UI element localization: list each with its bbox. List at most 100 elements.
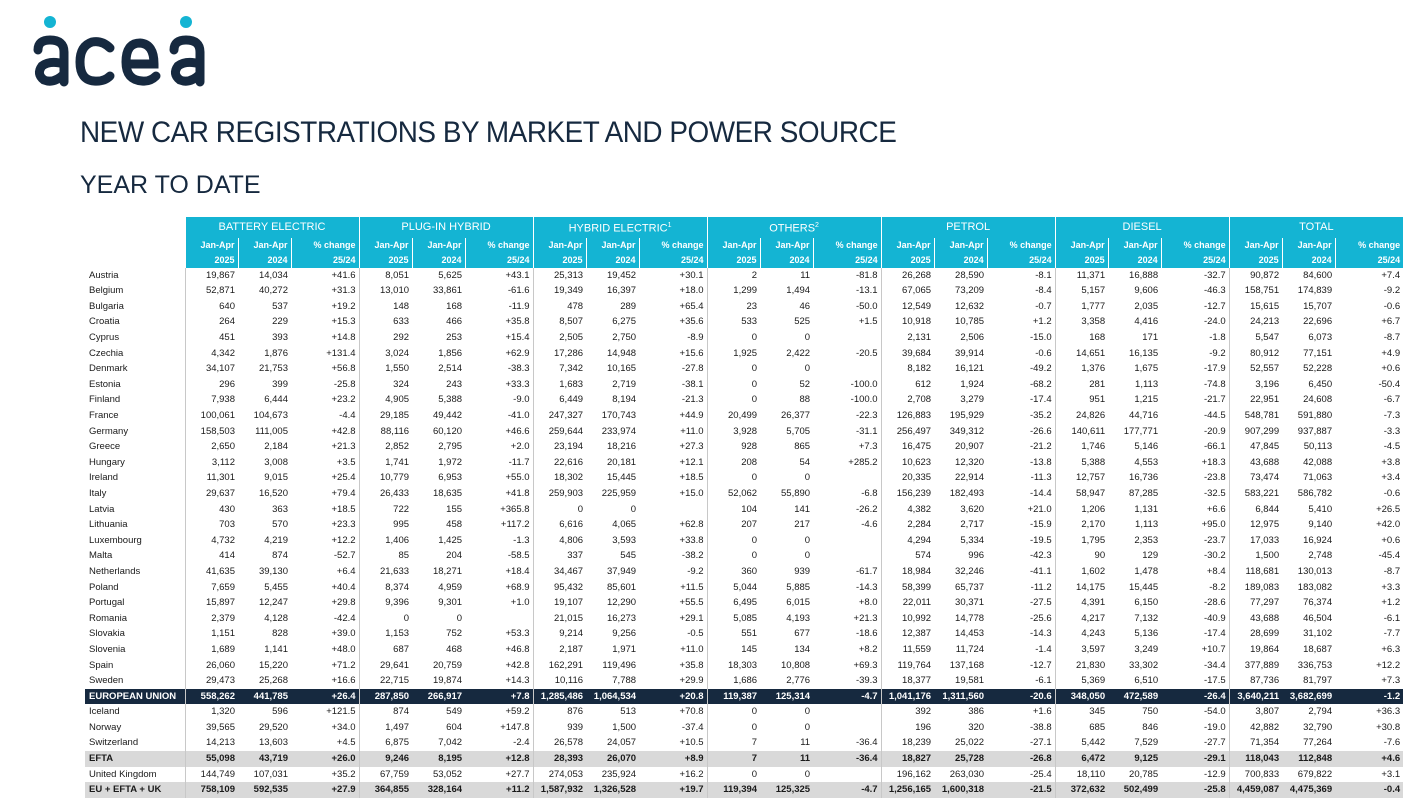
market-name: Ireland xyxy=(89,472,119,484)
change-cell: +18.3 xyxy=(1201,456,1226,468)
table-row: Switzerland 14,213 13,603 +4.5 6,875 7,042 -2.… xyxy=(85,735,1403,752)
change-header: % change xyxy=(290,237,360,253)
year-header: 2024 xyxy=(759,252,814,268)
value-cell: 399 xyxy=(272,378,288,390)
value-cell: 196,162 xyxy=(880,766,935,783)
change-cell: -74.8 xyxy=(1203,378,1226,390)
change-cell: +6.4 xyxy=(336,565,356,577)
change-cell: -35.2 xyxy=(1029,410,1052,421)
change-cell: +29.8 xyxy=(331,597,356,609)
value-cell: 39,565 xyxy=(184,719,238,736)
subheader-row-year: 2025 2024 25/24 2025 2024 25/24 2025 2024 25/24 2… xyxy=(85,252,1404,268)
table-row: Croatia 264 229 +15.3 633 466 +35.8 8,507 6,275 +… xyxy=(85,314,1403,331)
change-cell: -21.5 xyxy=(987,782,1056,798)
value-cell: 0 xyxy=(706,548,761,564)
value-cell: 13,010 xyxy=(358,283,413,299)
change-cell: +131.4 xyxy=(326,347,356,359)
market-name: EFTA xyxy=(85,751,185,767)
change-header: % change xyxy=(638,237,708,253)
value-cell: 1,683 xyxy=(532,376,587,393)
value-cell: 50,113 xyxy=(1303,441,1333,453)
value-cell: 32,246 xyxy=(955,565,985,577)
value-cell: 4,128 xyxy=(264,612,288,624)
value-cell: 274,053 xyxy=(532,766,587,783)
value-cell: 16,397 xyxy=(606,285,637,297)
year-header: 2024 xyxy=(585,252,640,268)
value-cell: 20,759 xyxy=(432,659,463,671)
value-cell: 414 xyxy=(184,548,238,564)
header-blank xyxy=(85,237,185,253)
value-cell: 9,125 xyxy=(1108,751,1162,767)
value-cell: 2,422 xyxy=(786,347,811,359)
change-cell: -12.9 xyxy=(1203,768,1226,780)
market-name: EUROPEAN UNION xyxy=(85,688,185,705)
value-cell: 5,334 xyxy=(960,534,985,546)
value-cell: 345 xyxy=(1054,704,1109,720)
value-cell: 9,015 xyxy=(264,472,288,484)
value-cell: 1,925 xyxy=(706,345,761,362)
value-cell: 168 xyxy=(446,300,463,312)
change-cell: +18.5 xyxy=(331,503,356,515)
market-name: Romania xyxy=(89,612,128,624)
change-cell: +4.9 xyxy=(1381,347,1401,359)
value-cell: 247,327 xyxy=(532,408,587,424)
value-cell: 1,795 xyxy=(1054,532,1109,549)
value-cell: 8,374 xyxy=(358,579,413,596)
value-cell: 6,844 xyxy=(1228,501,1283,518)
value-cell: 19,867 xyxy=(184,267,238,284)
value-cell: 377,889 xyxy=(1228,657,1283,674)
change-cell: +14.3 xyxy=(505,675,530,687)
value-cell: 130,013 xyxy=(1297,565,1333,577)
value-cell: 5,146 xyxy=(1134,441,1159,453)
value-cell: 430 xyxy=(184,501,238,518)
change-cell: -12.7 xyxy=(1029,659,1052,671)
table-row: Luxembourg 4,732 4,219 +12.2 1,406 1,425 -1.3 4… xyxy=(85,532,1403,549)
value-cell: 30,371 xyxy=(955,597,985,609)
value-cell: 0 xyxy=(706,392,761,408)
change-cell: -21.7 xyxy=(1203,394,1226,406)
change-cell: +29.1 xyxy=(679,612,704,624)
group-header-label: BATTERY ELECTRIC xyxy=(218,220,326,233)
value-cell: 24,213 xyxy=(1228,314,1283,331)
value-cell: 162,291 xyxy=(532,657,587,674)
table-row: Romania 2,379 4,128 -42.4 0 0 21,015 16,273 +29.… xyxy=(85,610,1403,627)
period-header: Jan-Apr xyxy=(237,237,291,253)
value-cell: 7,132 xyxy=(1134,612,1159,624)
value-cell: 10,779 xyxy=(358,470,413,486)
change-cell: -3.3 xyxy=(1383,425,1401,437)
year-header: 2025 xyxy=(1054,252,1109,268)
value-cell: 3,358 xyxy=(1054,314,1109,331)
change-header: % change xyxy=(986,237,1056,253)
value-cell: 263,030 xyxy=(949,768,985,780)
value-cell: 296 xyxy=(184,376,238,393)
change-cell: -36.4 xyxy=(813,751,882,767)
value-cell: 640 xyxy=(184,298,238,315)
group-header-label: PLUG-IN HYBRID xyxy=(401,220,491,233)
value-cell: 39,914 xyxy=(955,347,985,359)
value-cell: 907,299 xyxy=(1228,423,1283,440)
value-cell: 52,228 xyxy=(1303,363,1333,375)
value-cell: 15,897 xyxy=(184,595,238,611)
table-row: Portugal 15,897 12,247 +29.8 9,396 9,301 +1.0 1… xyxy=(85,595,1403,611)
change-cell: -36.4 xyxy=(855,737,878,749)
value-cell: 12,975 xyxy=(1228,517,1283,533)
value-cell: 289 xyxy=(620,300,637,312)
change-header: % change xyxy=(464,237,534,253)
change-cell: -11.2 xyxy=(1030,581,1052,593)
change-cell: -13.8 xyxy=(1029,456,1052,468)
value-cell: 8,051 xyxy=(358,267,413,284)
change-cell: +4.5 xyxy=(336,737,356,749)
change-cell: +29.9 xyxy=(679,675,704,687)
value-cell: 551 xyxy=(706,626,761,642)
value-cell: 31,102 xyxy=(1303,628,1333,640)
value-cell: 33,302 xyxy=(1129,659,1159,671)
value-cell: 18,377 xyxy=(880,673,935,689)
value-cell: 14,213 xyxy=(184,735,238,752)
change-cell: +8.0 xyxy=(858,597,878,609)
value-cell: 0 xyxy=(630,503,637,515)
change-cell: -11.3 xyxy=(1030,472,1052,484)
value-cell: 55,890 xyxy=(781,487,811,499)
value-cell: 3,196 xyxy=(1228,376,1283,393)
value-cell: 928 xyxy=(706,439,761,455)
change-cell: +117.2 xyxy=(500,519,530,531)
